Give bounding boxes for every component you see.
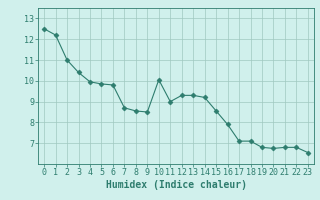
- X-axis label: Humidex (Indice chaleur): Humidex (Indice chaleur): [106, 180, 246, 190]
